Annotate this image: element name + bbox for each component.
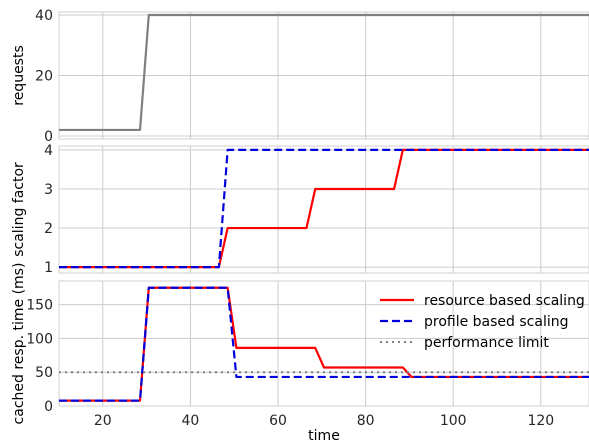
legend-entry-label: resource based scaling bbox=[424, 293, 585, 309]
x-tick-label: 20 bbox=[94, 413, 112, 429]
y-tick-label: 2 bbox=[44, 221, 53, 237]
y-tick-label: 150 bbox=[26, 298, 53, 314]
y-tick-label: 0 bbox=[44, 399, 53, 415]
x-tick-label: 40 bbox=[181, 413, 199, 429]
y-tick-label: 40 bbox=[35, 8, 53, 24]
y-tick-label: 20 bbox=[35, 69, 53, 85]
plot-area bbox=[59, 146, 589, 273]
series-line-resource-based-scaling bbox=[59, 148, 589, 269]
scaling-factor-panel: 1 2 3 4 scaling factor bbox=[11, 143, 589, 276]
x-tick-label: 80 bbox=[357, 413, 375, 429]
y-tick-label: 4 bbox=[44, 143, 53, 159]
x-tick-label: 60 bbox=[269, 413, 287, 429]
x-axis-label: time bbox=[308, 428, 340, 442]
y-axis-label: requests bbox=[11, 45, 27, 106]
legend-entry-label: profile based scaling bbox=[424, 314, 569, 330]
y-tick-label: 50 bbox=[35, 365, 53, 381]
series-line-series-0 bbox=[59, 13, 589, 132]
y-tick-label: 1 bbox=[44, 260, 53, 276]
series-line-profile-based-scaling bbox=[59, 286, 589, 402]
y-tick-label: 100 bbox=[26, 331, 53, 347]
plot-frame bbox=[58, 145, 589, 274]
x-tick-label: 100 bbox=[440, 413, 467, 429]
series-line-profile-based-scaling bbox=[59, 148, 589, 269]
y-tick-label: 3 bbox=[44, 182, 53, 198]
y-axis-label: cached resp. time (ms) bbox=[11, 263, 27, 425]
y-tick-label: 0 bbox=[44, 129, 53, 145]
legend-entry-label: performance limit bbox=[424, 335, 549, 351]
requests-panel: 0 20 40 requests bbox=[11, 8, 589, 145]
plot-frame bbox=[58, 280, 589, 407]
legend: resource based scaling profile based scal… bbox=[380, 293, 585, 351]
plot-frame bbox=[58, 11, 589, 140]
x-tick-label: 120 bbox=[527, 413, 554, 429]
y-axis-label: scaling factor bbox=[11, 162, 27, 257]
